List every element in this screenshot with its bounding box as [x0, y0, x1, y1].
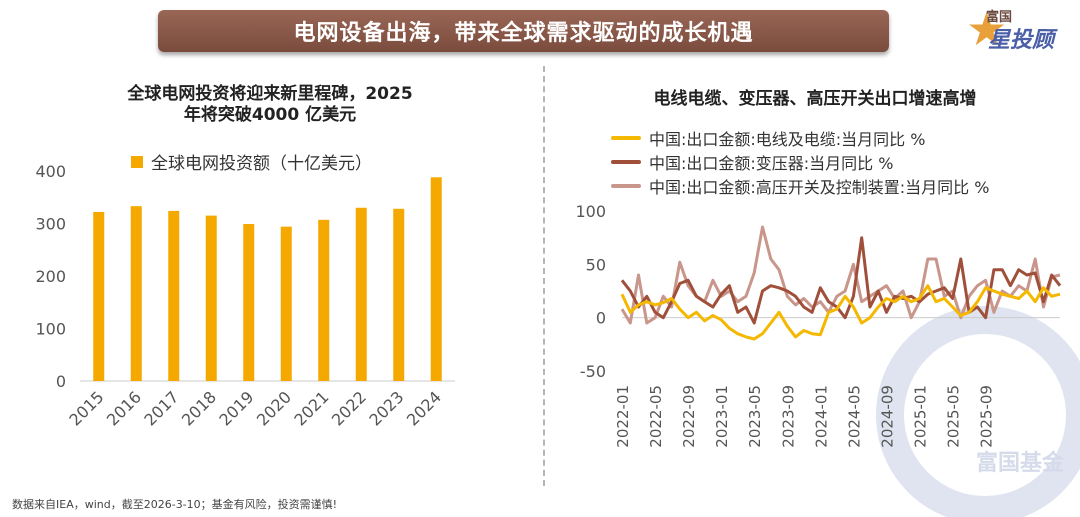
line-y-tick-label: 50: [586, 255, 606, 274]
bar-chart-legend: 全球电网投资额（十亿美元）: [131, 149, 372, 174]
bar-chart: 0100200300400201520162017201820192020202…: [35, 162, 455, 430]
bar: [93, 211, 105, 381]
line-x-tick-label: 2023-01: [713, 385, 731, 448]
line-x-tick-label: 2023-05: [746, 385, 764, 448]
bar-y-tick-label: 0: [56, 372, 66, 391]
legend-line-cable: [611, 136, 641, 140]
watermark-logo: 富国基金: [876, 306, 1080, 517]
line-y-tick-label: -50: [580, 362, 606, 381]
line-x-tick-label: 2024-01: [812, 385, 830, 448]
legend-label-switchgear: 中国:出口金额:高压开关及控制装置:当月同比 %: [649, 178, 990, 197]
banner-title: 电网设备出海，带来全球需求驱动的成长机遇: [293, 21, 754, 46]
bar-y-tick-label: 100: [35, 320, 66, 339]
bar-chart-title-line1: 全球电网投资将迎来新里程碑，2025: [127, 84, 413, 104]
bar: [130, 206, 142, 381]
bar: [355, 207, 367, 381]
bar: [168, 210, 180, 381]
legend-item-switchgear: 中国:出口金额:高压开关及控制装置:当月同比 %: [611, 174, 989, 198]
bar-x-tick-label: 2019: [215, 387, 257, 429]
brand-logo: ★ 富国 星投顾: [966, 2, 1076, 54]
panel-divider: [543, 66, 545, 486]
page-banner: 电网设备出海，带来全球需求驱动的成长机遇: [158, 10, 889, 52]
logo-big-text: 星投顾: [988, 28, 1055, 53]
bar-x-tick-label: 2024: [403, 387, 445, 429]
series-line-transformer: [620, 236, 1062, 325]
bar-x-tick-label: 2021: [290, 387, 332, 429]
line-chart-title: 电线电缆、变压器、高压开关出口增速高增: [653, 89, 977, 109]
legend-label-cable: 中国:出口金额:电线及电缆:当月同比 %: [649, 130, 926, 149]
legend-swatch: [131, 155, 143, 168]
line-y-tick-label: 100: [575, 202, 606, 221]
bar-y-tick-label: 300: [35, 215, 66, 234]
legend-line-transformer: [611, 160, 641, 164]
bar-y-tick-label: 400: [35, 162, 66, 181]
line-x-tick-label: 2024-05: [845, 385, 863, 448]
bar-legend-label: 全球电网投资额（十亿美元）: [151, 154, 372, 174]
bar: [205, 215, 217, 381]
bar: [430, 177, 442, 381]
bar: [243, 224, 255, 381]
bar-y-tick-label: 200: [35, 267, 66, 286]
bar-x-tick-label: 2017: [140, 387, 182, 429]
line-x-tick-label: 2025-01: [912, 385, 930, 448]
line-x-tick-label: 2024-09: [878, 385, 896, 448]
legend-item-transformer: 中国:出口金额:变压器:当月同比 %: [611, 150, 989, 174]
line-chart-legend: 中国:出口金额:电线及电缆:当月同比 % 中国:出口金额:变压器:当月同比 % …: [611, 126, 989, 198]
legend-line-switchgear: [611, 184, 641, 188]
line-chart: -50 0 50 100 2022-01 2022-05 2022-09 2023-01 202…: [575, 202, 1062, 448]
bar-x-tick-label: 2015: [65, 387, 107, 429]
line-x-tick-label: 2025-05: [945, 385, 963, 448]
bar-x-tick-label: 2018: [178, 387, 220, 429]
bar-x-tick-label: 2016: [103, 387, 145, 429]
legend-label-transformer: 中国:出口金额:变压器:当月同比 %: [649, 154, 894, 173]
line-x-tick-label: 2022-05: [647, 385, 665, 448]
bar-chart-title: 全球电网投资将迎来新里程碑，2025 年将突破4000 亿美元: [60, 84, 480, 126]
line-x-tick-label: 2022-09: [680, 385, 698, 448]
line-x-tick-label: 2022-01: [614, 385, 632, 448]
watermark-text: 富国基金: [976, 450, 1065, 476]
footnote: 数据来自IEA，wind，截至2026-3-10；基金有风险，投资需谨慎!: [12, 498, 338, 511]
series-line-cable: [620, 284, 1061, 341]
bar: [318, 219, 330, 381]
line-y-tick-label: 0: [596, 309, 606, 328]
line-x-tick-label: 2025-09: [978, 385, 996, 448]
bar-x-tick-label: 2020: [253, 387, 295, 429]
bar-x-tick-label: 2023: [365, 387, 407, 429]
bar: [280, 226, 292, 381]
bar-chart-title-line2: 年将突破4000 亿美元: [183, 105, 357, 125]
bar-x-tick-label: 2022: [328, 387, 370, 429]
line-x-tick-label: 2023-09: [779, 385, 797, 448]
bar: [393, 208, 405, 381]
logo-small-text: 富国: [986, 10, 1013, 25]
star-icon: ★: [966, 2, 1008, 56]
legend-item-cable: 中国:出口金额:电线及电缆:当月同比 %: [611, 126, 989, 150]
